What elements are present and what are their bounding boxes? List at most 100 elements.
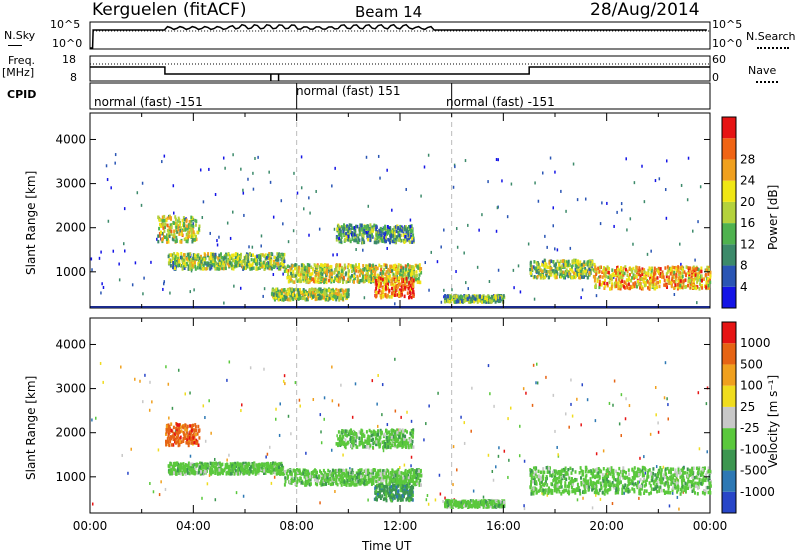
power-echo-cell [331, 272, 333, 276]
power-echo-cell [341, 288, 344, 293]
power-echo-cell [488, 299, 491, 303]
power-echo-cell [188, 260, 191, 264]
power-echo-cell [282, 256, 285, 260]
velocity-echo-cell [183, 468, 185, 472]
velocity-echo-cell [247, 469, 250, 473]
power-echo-cell [370, 269, 373, 273]
velocity-echo-cell [249, 465, 252, 469]
power-echo-cell [370, 271, 373, 275]
velocity-echo-cell [347, 471, 350, 475]
velocity-speckle [130, 447, 132, 451]
power-echo-cell [491, 295, 494, 299]
power-echo-cell [690, 276, 693, 280]
power-speckle [451, 288, 453, 292]
power-echo-cell [555, 275, 558, 280]
power-echo-cell [350, 265, 353, 270]
power-echo-cell [707, 283, 710, 288]
power-echo-cell [190, 223, 193, 228]
velocity-speckle [263, 367, 265, 371]
power-speckle [114, 161, 116, 165]
power-echo-cell [404, 239, 407, 243]
velocity-echo-cell [358, 478, 361, 483]
power-echo-cell [642, 279, 645, 283]
power-echo-cell [618, 277, 621, 281]
power-echo-cell [225, 259, 228, 264]
velocity-speckle [611, 502, 614, 506]
velocity-echo-cell [264, 471, 267, 475]
freq-panel-frame [89, 55, 711, 82]
power-echo-cell [614, 273, 617, 278]
power-echo-cell [380, 268, 383, 272]
velocity-echo-cell [183, 425, 186, 430]
power-echo-cell [347, 265, 350, 269]
power-echo-cell [624, 286, 627, 290]
power-echo-cell [348, 279, 351, 283]
velocity-echo-cell [170, 464, 173, 469]
power-speckle [292, 229, 295, 233]
power-echo-cell [671, 274, 674, 278]
power-echo-cell [256, 254, 259, 258]
power-echo-cell [626, 285, 629, 290]
power-echo-cell [564, 273, 567, 278]
power-echo-cell [416, 265, 419, 269]
power-echo-cell [709, 273, 712, 278]
power-echo-cell [174, 215, 177, 219]
power-echo-cell [476, 294, 479, 298]
power-echo-cell [216, 263, 219, 268]
power-echo-cell [278, 266, 281, 271]
power-echo-cell [543, 258, 546, 263]
velocity-speckle [204, 439, 207, 443]
velocity-speckle [265, 455, 267, 459]
velocity-echo-cell [175, 441, 177, 445]
power-echo-cell [171, 237, 174, 241]
power-colorbar-tick: 4 [740, 280, 748, 294]
power-speckle [272, 215, 275, 219]
power-echo-cell [588, 262, 591, 267]
velocity-speckle [102, 380, 104, 384]
power-echo-cell [287, 272, 290, 276]
power-speckle [141, 181, 144, 185]
velocity-echo-cell [180, 465, 183, 469]
power-echo-cell [343, 293, 346, 297]
nave-tick-high: 60 [712, 53, 726, 66]
power-echo-cell [196, 230, 199, 235]
power-echo-cell [282, 252, 285, 257]
power-echo-cell [393, 277, 396, 282]
velocity-echo-cell [352, 477, 355, 481]
power-echo-cell [687, 279, 690, 283]
power-echo-cell [301, 296, 304, 301]
power-echo-cell [285, 295, 288, 300]
power-speckle [497, 268, 500, 272]
velocity-echo-cell [165, 432, 167, 436]
power-echo-cell [283, 269, 286, 273]
power-echo-cell [336, 295, 339, 300]
velocity-echo-cell [322, 468, 325, 473]
power-echo-cell [339, 229, 342, 233]
power-echo-cell [594, 283, 597, 287]
power-echo-cell [363, 240, 366, 245]
velocity-echo-cell [211, 469, 214, 473]
power-speckle [124, 249, 126, 253]
power-echo-cell [679, 266, 682, 270]
power-echo-cell [640, 285, 643, 289]
power-echo-cell [411, 275, 414, 279]
power-echo-cell [353, 276, 356, 281]
power-echo-cell [337, 229, 340, 234]
velocity-speckle [552, 393, 555, 397]
velocity-echo-cell [258, 462, 261, 467]
power-speckle [239, 286, 242, 290]
power-echo-cell [173, 266, 176, 270]
power-speckle [405, 187, 407, 191]
power-echo-cell [667, 268, 670, 273]
velocity-echo-cell [264, 467, 267, 471]
power-echo-cell [567, 259, 570, 264]
power-echo-cell [191, 263, 194, 268]
power-echo-cell [354, 234, 357, 238]
power-speckle [599, 222, 602, 226]
power-echo-cell [170, 232, 173, 236]
velocity-echo-cell [176, 468, 179, 473]
velocity-speckle [208, 473, 211, 477]
power-echo-cell [335, 264, 338, 268]
velocity-speckle [273, 475, 276, 479]
power-echo-cell [327, 266, 330, 270]
